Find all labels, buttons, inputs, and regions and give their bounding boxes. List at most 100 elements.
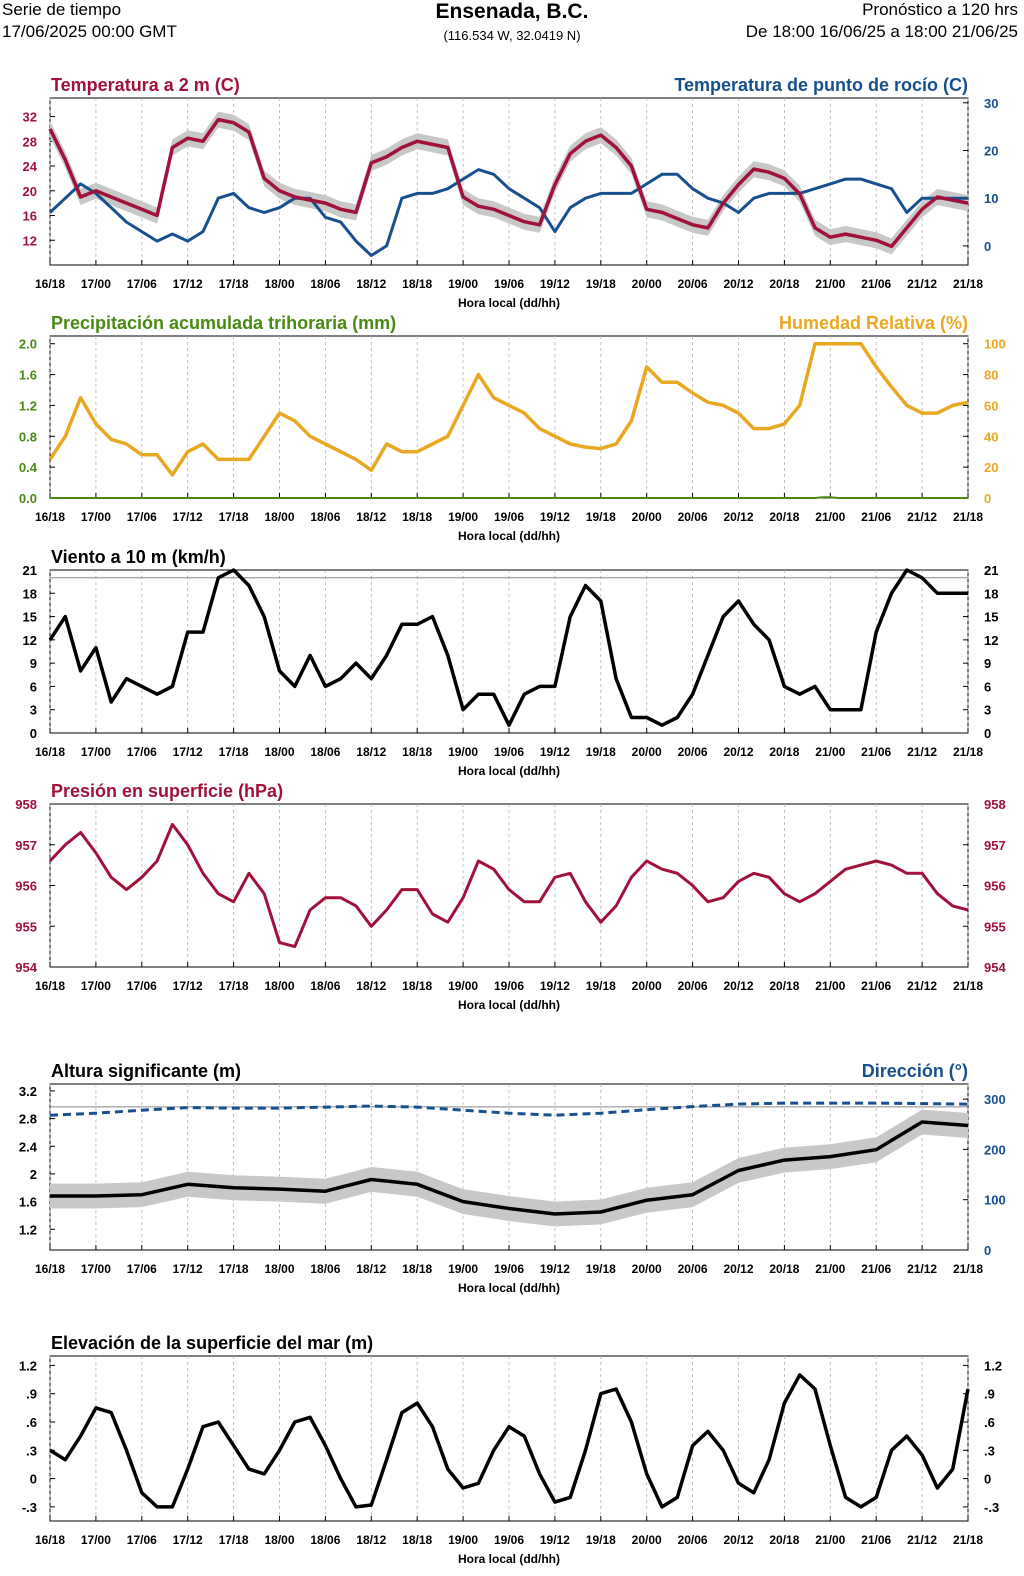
temp-x-tick-label: 19/12 <box>540 277 570 291</box>
wind-x-tick-label: 18/06 <box>310 745 340 759</box>
sealevel-x-tick-label: 20/06 <box>678 1533 708 1547</box>
sealevel-y-tick-label: 0 <box>30 1472 37 1487</box>
sealevel-y2-tick-label: .9 <box>984 1387 995 1402</box>
temp-y-tick-label: 24 <box>23 159 38 174</box>
wind-x-tick-label: 20/12 <box>723 745 753 759</box>
sealevel-x-tick-label: 18/06 <box>310 1533 340 1547</box>
waves-x-tick-label: 20/18 <box>769 1262 799 1276</box>
waves-x-tick-label: 18/00 <box>264 1262 294 1276</box>
wind-y2-tick-label: 21 <box>984 563 998 578</box>
sealevel-x-tick-label: 18/18 <box>402 1533 432 1547</box>
sealevel-x-tick-label: 17/18 <box>219 1533 249 1547</box>
header-right-line2: De 18:00 16/06/25 a 18:00 21/06/25 <box>745 22 1018 41</box>
wind-x-tick-label: 19/06 <box>494 745 524 759</box>
waves-y2-tick-label: 200 <box>984 1142 1006 1157</box>
temp-y2-tick-label: 10 <box>984 191 998 206</box>
precip-y2-tick-label: 20 <box>984 460 998 475</box>
sealevel-y2-tick-label: 1.2 <box>984 1358 1002 1373</box>
precip-x-tick-label: 19/00 <box>448 510 478 524</box>
precip-y-tick-label: 0.0 <box>19 491 37 506</box>
sealevel-y-tick-label: -.3 <box>22 1500 37 1515</box>
wind-x-tick-label: 18/12 <box>356 745 386 759</box>
temp-y-tick-label: 28 <box>23 134 37 149</box>
wind-x-tick-label: 21/00 <box>815 745 845 759</box>
wind-x-tick-label: 17/18 <box>219 745 249 759</box>
temp-x-tick-label: 19/18 <box>586 277 616 291</box>
wind-y-tick-label: 6 <box>30 679 37 694</box>
waves-x-tick-label: 21/12 <box>907 1262 937 1276</box>
pressure-x-tick-label: 21/06 <box>861 979 891 993</box>
sealevel-x-tick-label: 21/00 <box>815 1533 845 1547</box>
temp-x-tick-label: 16/18 <box>35 277 65 291</box>
sealevel-x-tick-label: 21/18 <box>953 1533 983 1547</box>
pressure-x-tick-label: 16/18 <box>35 979 65 993</box>
wind-y-tick-label: 15 <box>23 610 37 625</box>
sealevel-x-tick-label: 20/00 <box>632 1533 662 1547</box>
wind-x-tick-label: 20/06 <box>678 745 708 759</box>
pressure-x-tick-label: 20/00 <box>632 979 662 993</box>
pressure-x-tick-label: 17/12 <box>173 979 203 993</box>
pressure-y-tick-label: 957 <box>15 838 37 853</box>
pressure-y-tick-label: 954 <box>15 960 37 975</box>
waves-x-tick-label: 19/00 <box>448 1262 478 1276</box>
waves-y-tick-label: 1.2 <box>19 1222 37 1237</box>
pressure-x-tick-label: 19/18 <box>586 979 616 993</box>
wind-x-tick-label: 19/12 <box>540 745 570 759</box>
waves-x-tick-label: 19/12 <box>540 1262 570 1276</box>
sealevel-y-tick-label: .9 <box>26 1387 37 1402</box>
wind-y-tick-label: 0 <box>30 726 37 741</box>
pressure-x-tick-label: 21/00 <box>815 979 845 993</box>
pressure-x-tick-label: 19/06 <box>494 979 524 993</box>
wave-height-spread-band <box>50 1109 968 1227</box>
temp-x-tick-label: 21/12 <box>907 277 937 291</box>
waves-x-tick-label: 18/12 <box>356 1262 386 1276</box>
sealevel-x-tick-label: 19/18 <box>586 1533 616 1547</box>
wind-y2-tick-label: 3 <box>984 703 991 718</box>
wind-x-tick-label: 18/00 <box>264 745 294 759</box>
wind-x-tick-label: 19/18 <box>586 745 616 759</box>
temp-x-tick-label: 17/12 <box>173 277 203 291</box>
temp-x-tick-label: 18/12 <box>356 277 386 291</box>
precip-x-tick-label: 21/18 <box>953 510 983 524</box>
precip-x-axis-label: Hora local (dd/hh) <box>458 529 560 543</box>
temp-x-tick-label: 20/00 <box>632 277 662 291</box>
wind-y2-tick-label: 12 <box>984 633 998 648</box>
waves-y-tick-label: 1.6 <box>19 1195 37 1210</box>
precip-title-right: Humedad Relativa (%) <box>779 313 968 333</box>
precip-x-tick-label: 18/06 <box>310 510 340 524</box>
temp-x-tick-label: 21/00 <box>815 277 845 291</box>
pressure-y2-tick-label: 955 <box>984 919 1006 934</box>
precip-x-tick-label: 18/00 <box>264 510 294 524</box>
sealevel-x-tick-label: 21/12 <box>907 1533 937 1547</box>
wave-height-line <box>50 1120 969 1216</box>
pressure-x-tick-label: 17/00 <box>81 979 111 993</box>
page-title: Ensenada, B.C. <box>435 0 589 23</box>
waves-x-tick-label: 20/12 <box>723 1262 753 1276</box>
precip-x-tick-label: 19/18 <box>586 510 616 524</box>
sealevel-y2-tick-label: -.3 <box>984 1500 999 1515</box>
pressure-y2-tick-label: 954 <box>984 960 1006 975</box>
precip-y2-tick-label: 100 <box>984 337 1006 352</box>
temp-x-tick-label: 17/06 <box>127 277 157 291</box>
precip-y2-tick-label: 80 <box>984 368 998 383</box>
pressure-y2-tick-label: 958 <box>984 797 1006 812</box>
precipitation-line <box>50 496 968 499</box>
temp-x-tick-label: 21/18 <box>953 277 983 291</box>
precip-x-tick-label: 17/18 <box>219 510 249 524</box>
waves-x-axis-label: Hora local (dd/hh) <box>458 1281 560 1295</box>
waves-x-tick-label: 20/06 <box>678 1262 708 1276</box>
temp-y-tick-label: 20 <box>23 184 37 199</box>
wind-x-axis-label: Hora local (dd/hh) <box>458 764 560 778</box>
waves-x-tick-label: 20/00 <box>632 1262 662 1276</box>
pressure-x-tick-label: 19/00 <box>448 979 478 993</box>
pressure-y2-tick-label: 957 <box>984 838 1006 853</box>
pressure-x-tick-label: 18/18 <box>402 979 432 993</box>
header-left-line1: Serie de tiempo <box>2 0 122 19</box>
waves-x-tick-label: 17/06 <box>127 1262 157 1276</box>
sealevel-y-tick-label: .6 <box>26 1415 37 1430</box>
waves-x-tick-label: 18/06 <box>310 1262 340 1276</box>
temperature-line <box>48 117 969 249</box>
wind-x-tick-label: 18/18 <box>402 745 432 759</box>
sealevel-x-tick-label: 19/06 <box>494 1533 524 1547</box>
waves-x-tick-label: 17/12 <box>173 1262 203 1276</box>
